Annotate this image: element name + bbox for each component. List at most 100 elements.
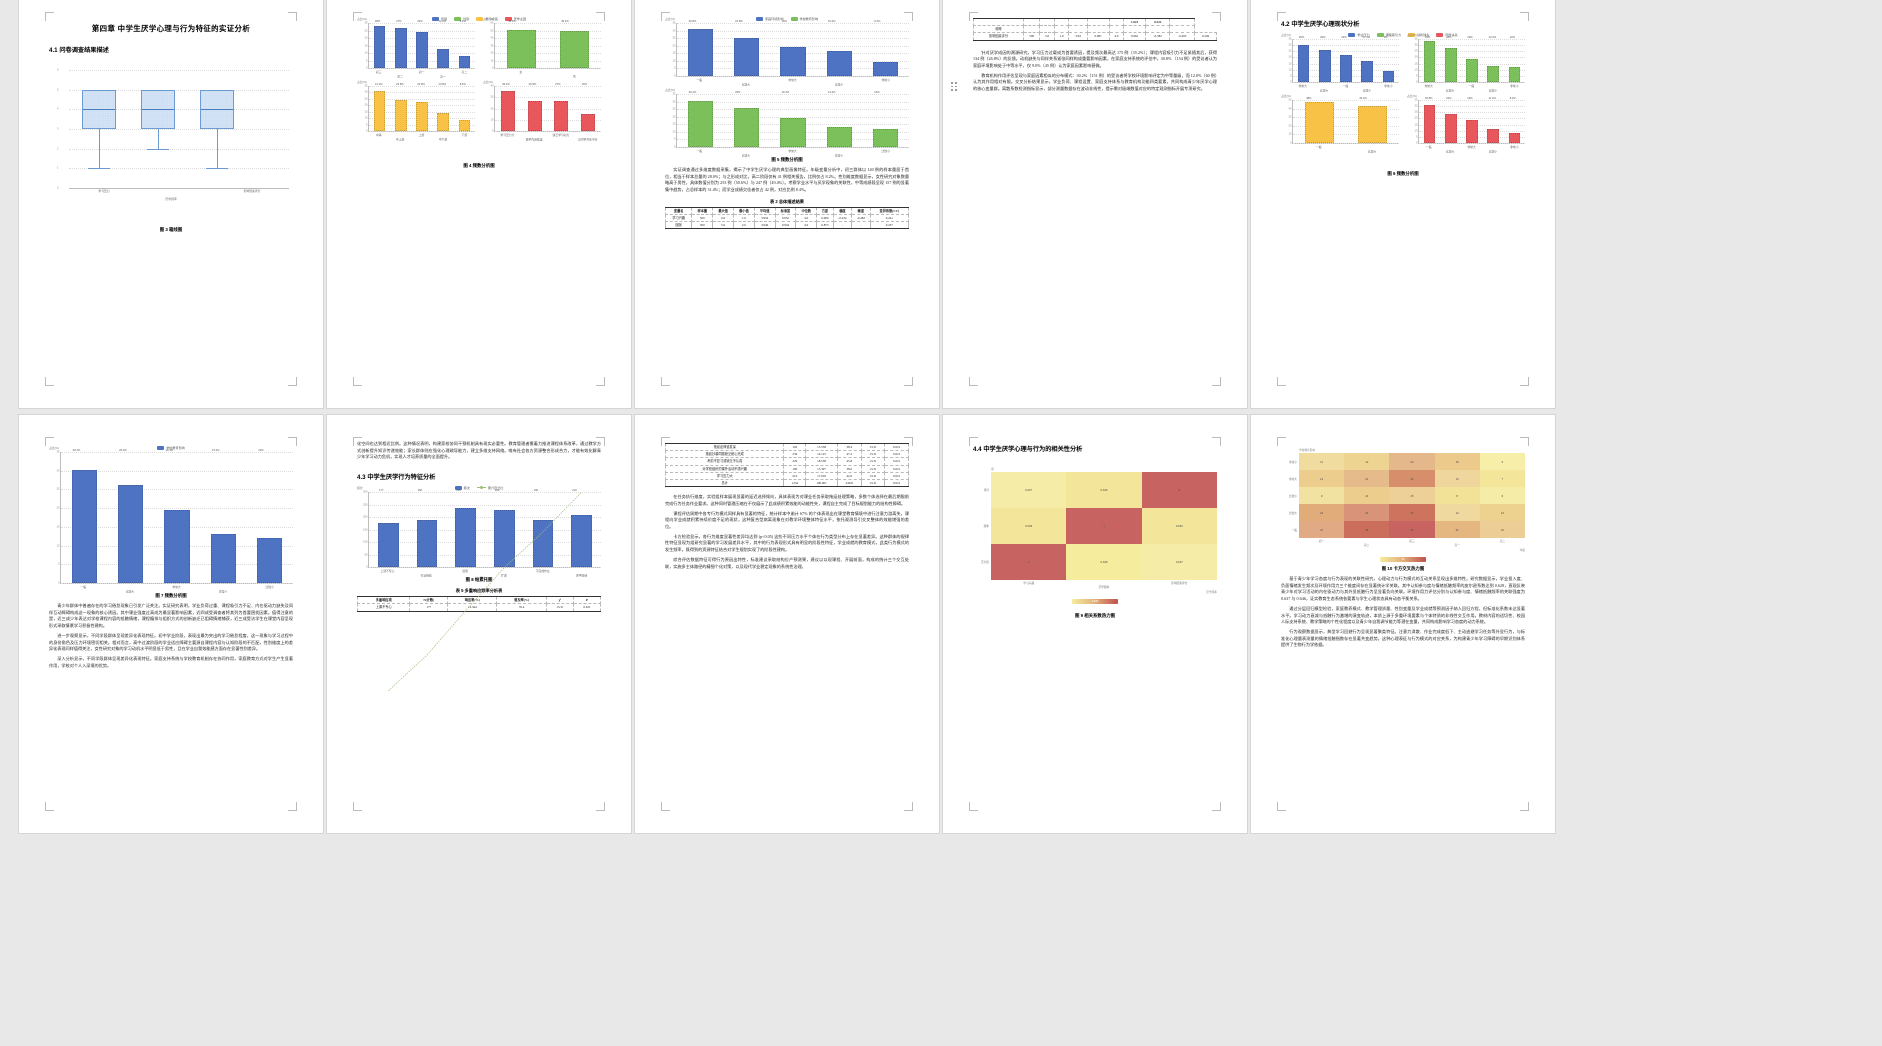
legend-swatch-line (476, 485, 486, 489)
y-tick-label: 0 (366, 129, 368, 133)
y-tick-label: 15 (1288, 62, 1292, 66)
gridline (1293, 45, 1399, 47)
bar: 30.8% (687, 20, 713, 76)
x-axis-ticks: 女男 (494, 70, 601, 79)
x-tick-label: 学习压力 (98, 189, 110, 193)
table-header-cell (1023, 17, 1041, 27)
document-page-7[interactable]: 化空间也达到相近比例。这种情况表明，构建家校协同干预机制具有现实必要性。教育管理… (327, 415, 631, 833)
y-tick-label: 5 (674, 66, 676, 70)
bar-chart: 占比(%) 0 5 10 15 20 25 30 35 30.2% 26 (665, 88, 909, 158)
document-page-1[interactable]: 第四章 中学生厌学心理与行为特征的实证分析 4.1 问卷调查结果描述 0 1 2… (19, 0, 323, 408)
x-tick-label: 非常小 (881, 78, 890, 82)
gridline (677, 30, 909, 32)
y-tick-label: 3 (57, 127, 59, 131)
bar-value-label: 15% (581, 82, 587, 86)
y-axis-label: 占比(%) (665, 17, 675, 21)
heatmap-cell: 11 (1299, 453, 1345, 470)
document-page-9[interactable]: 4.4 中学生厌学心理与行为的相关性分析 项 评分 频率 压力值 0.637 0.646… (943, 415, 1247, 833)
legend-swatch (454, 485, 462, 490)
section-heading-4-1: 4.1 问卷调查结果描述 (49, 47, 109, 54)
table-cell: 3.94 (1068, 32, 1088, 41)
bar-group: 190 (524, 489, 563, 568)
bar: 49.4% (560, 20, 589, 68)
bar-group: 30.8% (677, 20, 723, 76)
whisker-bottom (216, 129, 218, 169)
document-page-4[interactable]: 1.023 0.322 频率 影响因素评分 500 5.0 1.0 3.94 0.981 4.0 0… (943, 0, 1247, 408)
y-axis-label: 占比(%) (1407, 94, 1417, 98)
table-header-cell (1108, 17, 1125, 27)
heatmap-col-label: 高二 (1499, 540, 1506, 543)
summary-statistics-table: 变量名 样本量 最大值 最小值 平均值 标准差 中位数 方差 偏度 峰度 变异系数(CV) 学习兴趣 5… (664, 206, 910, 230)
table-cell: 500 (691, 221, 714, 230)
x-tick-label: 一般 (696, 78, 703, 82)
bar-group: 12.8% (433, 20, 454, 68)
y-tick-label: 35 (1288, 37, 1292, 41)
gridline (677, 38, 909, 40)
bar-value-label: 229 (494, 488, 500, 492)
bars-container: 30.2% 26.2% 19.4% 13.2% 12% (61, 449, 293, 583)
box-rect (140, 89, 175, 129)
y-tick-label: 10 (1414, 68, 1418, 72)
bar: 43.2% (1358, 97, 1387, 143)
table-header-cell: 样本量 (691, 206, 714, 216)
plot-area: 0 5 10 15 20 25 30 35 31.4% 23.8% (365, 83, 475, 133)
bar-value-label: 8.2% (1509, 96, 1516, 100)
bar: 50.6% (507, 20, 536, 68)
bar-chart: 占比(%) 0 10 20 30 40 50 60 50.6% 49.4% (483, 17, 601, 79)
document-page-5[interactable]: 4.2 中学生厌学心理现状分析 学业压力 课程吸引力 动机缺失 同伴关系 占比(… (1251, 0, 1555, 408)
document-page-8[interactable]: 拖延走神逃发呆 192 15.558 38.4 13.31 0.021 拖延抄袭同题缺乏耐心… (635, 415, 939, 833)
section-heading-4-2: 4.2 中学生厌学心理现状分析 (1281, 21, 1360, 28)
table-row: 学习兴趣 500 6.0 1.0 3.954 0.952 4.0 0.906 -0.434 -0.… (664, 214, 910, 223)
y-tick-label: 5 (58, 562, 60, 566)
heatmap-cell: 16 (1479, 521, 1525, 538)
table-cell: 频率 (972, 25, 1025, 34)
gridline (495, 86, 601, 87)
heatmap-ylabel: 项 (991, 468, 994, 471)
y-tick-label: 15 (364, 44, 368, 47)
legend-item: 年级 (431, 16, 447, 21)
legend-swatch (157, 445, 165, 450)
crop-mark-icon (45, 12, 54, 21)
body-paragraph: 通过分层回归模型检验，家庭教养模式、教学管理质量、性别变量及学业成就等预测因子纳… (1281, 605, 1525, 625)
bar-group: 43.2% (1346, 97, 1399, 143)
chart-legend: 年级 性别 学习成绩 厌学主因 (357, 16, 601, 21)
bar-group: 8.2% (454, 20, 475, 68)
boxplot-item (81, 70, 116, 188)
table-cell: 考前不复习或缺乏不认真 (664, 457, 785, 466)
y-tick-label: 25 (672, 36, 676, 40)
bar-value-label: 19% (1467, 35, 1473, 39)
legend-label: 厌学主因 (513, 17, 527, 21)
x-tick-label: 非常大 (1424, 84, 1433, 88)
document-page-10[interactable]: 学校教育影响 非常小 非常大 比较小 比较大 一般 11 12 23 15 5 14 22 31 13 7 9… (1251, 415, 1555, 833)
legend-label: 动机缺失 (1417, 33, 1430, 37)
document-page-3[interactable]: 家庭环境影响 学校教育影响 占比(%) 0 5 10 15 20 25 30 3… (635, 0, 939, 408)
table-header-cell: 偏度 (832, 206, 853, 216)
table-cell: 0.952 (774, 214, 797, 223)
document-page-6[interactable]: 学校教育影响 占比(%) 0 5 10 15 20 25 30 35 30.2% (19, 415, 323, 833)
legend-swatch (454, 16, 462, 21)
document-page-2[interactable]: 年级 性别 学习成绩 厌学主因 占比(%) 0 5 10 15 20 25 30 (327, 0, 631, 408)
table-cell: 4.0 (795, 214, 818, 223)
bar: 30.2% (687, 91, 713, 147)
y-tick-label: 100 (363, 540, 368, 544)
y-tick-label: 15 (672, 122, 676, 126)
y-axis-label: 占比(%) (1281, 33, 1291, 37)
crop-mark-icon (1277, 802, 1286, 811)
y-tick-label: 35 (1414, 98, 1418, 102)
crop-mark-icon (1212, 377, 1221, 386)
gridline (69, 168, 289, 170)
gridline (1419, 39, 1525, 40)
drag-handle-dots[interactable] (951, 82, 957, 91)
table-cell: 47.2 (836, 450, 862, 459)
boxplot-item (140, 70, 175, 188)
bar-value-label: 49.4% (561, 19, 569, 23)
table-cell: 500 (691, 214, 714, 223)
bar-group: 30.2% (677, 91, 723, 147)
x-tick-label: 一般 (1425, 145, 1432, 149)
heatmap-cell: 45 (1389, 521, 1435, 538)
heatmap-row-label: 压力值 (980, 561, 989, 564)
figure-caption-10: 图 10 卡方交叉热力图 (1381, 566, 1425, 571)
y-axis-label: 频次 (357, 486, 363, 491)
y-tick-label: 35 (1414, 37, 1418, 41)
